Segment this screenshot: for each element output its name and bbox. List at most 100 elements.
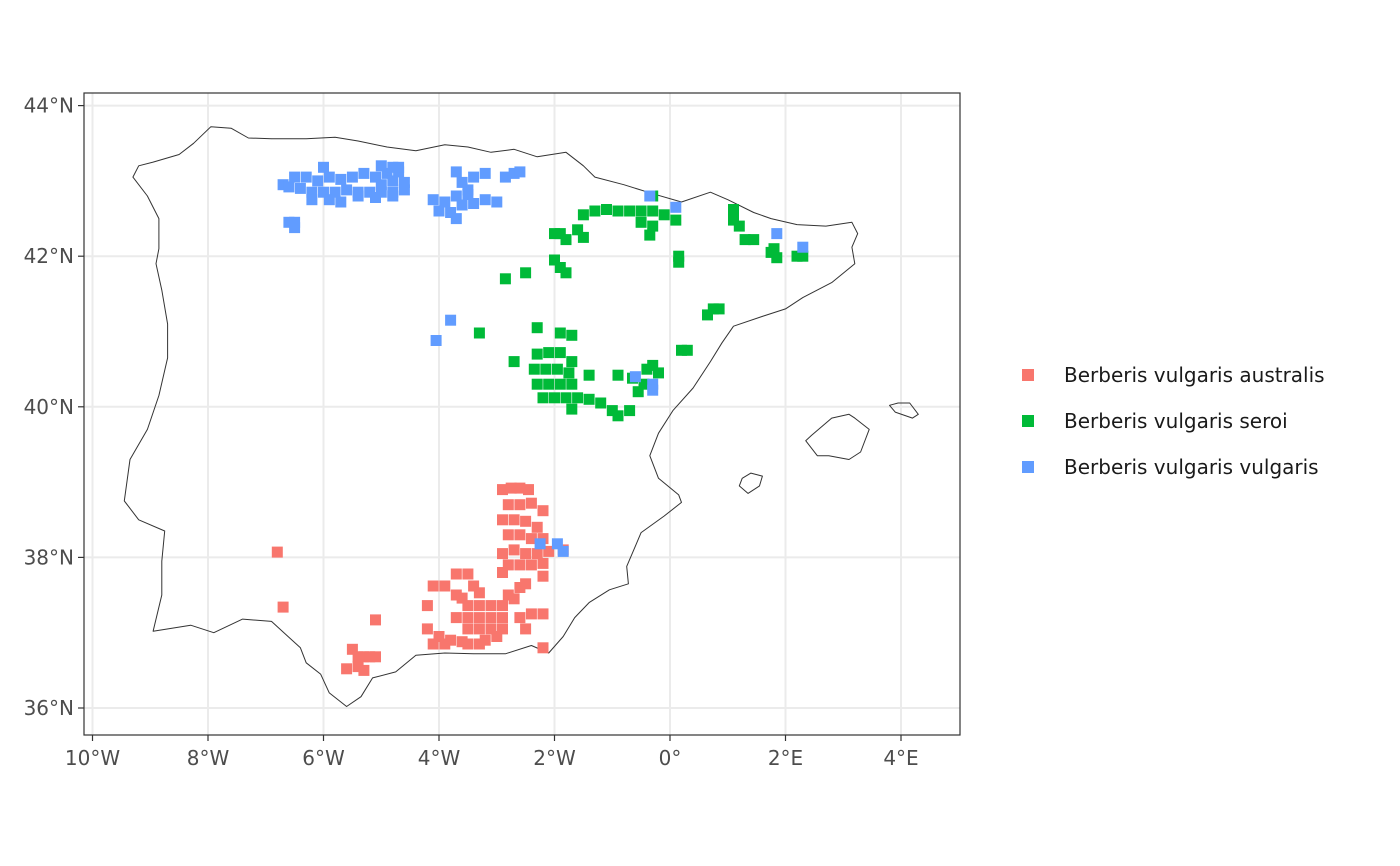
point-seroi: [638, 378, 650, 390]
point-seroi: [707, 303, 719, 315]
point-seroi: [508, 356, 520, 368]
point-seroi: [673, 250, 685, 262]
point-vulgaris: [445, 314, 457, 326]
point-seroi: [572, 392, 584, 404]
point-seroi: [583, 369, 595, 381]
point-seroi: [554, 347, 566, 359]
point-vulgaris: [370, 192, 381, 203]
point-vulgaris: [450, 166, 462, 178]
point-australis: [479, 634, 491, 646]
point-vulgaris: [433, 205, 445, 217]
point-vulgaris: [647, 384, 659, 396]
point-australis: [271, 546, 283, 558]
point-seroi: [566, 356, 578, 368]
point-vulgaris: [398, 176, 410, 188]
point-seroi: [473, 327, 485, 339]
point-seroi: [791, 250, 803, 262]
point-australis: [497, 484, 508, 496]
point-seroi: [635, 216, 647, 228]
point-vulgaris: [306, 194, 318, 206]
point-seroi: [612, 205, 624, 217]
point-seroi: [554, 228, 566, 240]
point-seroi: [647, 220, 659, 232]
point-australis: [450, 612, 462, 624]
point-vulgaris: [430, 335, 442, 346]
panel-background: [84, 93, 960, 735]
point-vulgaris: [346, 171, 358, 183]
point-australis: [473, 600, 485, 612]
point-australis: [485, 612, 497, 624]
point-australis: [508, 514, 520, 526]
point-seroi: [531, 348, 543, 360]
point-australis: [502, 499, 514, 511]
point-australis: [497, 600, 508, 612]
point-australis: [439, 638, 451, 650]
legend-key-seroi: [1022, 415, 1034, 427]
point-australis: [502, 589, 514, 601]
point-australis: [456, 592, 468, 604]
point-australis: [514, 499, 526, 511]
point-australis: [514, 529, 526, 541]
point-seroi: [554, 327, 566, 339]
point-vulgaris: [364, 186, 376, 198]
point-seroi: [797, 250, 809, 262]
x-tick-label: 4°W: [418, 746, 461, 770]
point-seroi: [543, 347, 555, 359]
point-seroi: [543, 378, 555, 390]
point-seroi: [560, 267, 572, 279]
point-australis: [485, 600, 497, 612]
point-australis: [520, 578, 532, 590]
point-vulgaris: [551, 538, 563, 550]
point-australis: [473, 587, 485, 599]
point-vulgaris: [318, 186, 329, 198]
menorca-outline: [889, 402, 919, 419]
point-vulgaris: [370, 171, 381, 183]
point-australis: [525, 533, 537, 545]
point-vulgaris: [439, 196, 451, 208]
point-australis: [370, 651, 381, 663]
x-tick-label: 2°E: [768, 746, 803, 770]
point-seroi: [549, 392, 560, 404]
point-vulgaris: [381, 167, 393, 179]
point-australis: [352, 661, 364, 673]
point-vulgaris: [358, 167, 370, 179]
point-australis: [358, 664, 370, 676]
point-seroi: [520, 267, 532, 279]
point-vulgaris: [670, 201, 682, 213]
point-vulgaris: [629, 371, 641, 383]
point-seroi: [676, 344, 687, 356]
point-australis: [525, 608, 537, 620]
point-vulgaris: [375, 179, 387, 191]
point-vulgaris: [341, 184, 353, 196]
point-australis: [543, 545, 555, 557]
point-vulgaris: [479, 167, 491, 179]
point-australis: [358, 651, 370, 663]
iberian-peninsula-outline: [123, 126, 859, 707]
point-vulgaris: [450, 190, 462, 202]
point-seroi: [632, 386, 644, 398]
point-seroi: [560, 234, 572, 246]
point-vulgaris: [352, 190, 364, 202]
point-australis: [508, 544, 520, 556]
axes: 10°W 8°W 6°W 4°W 2°W 0° 2°E 4°E 36°N 38°N 40°N 42°N…: [24, 94, 919, 770]
point-australis: [520, 623, 532, 635]
point-australis: [520, 548, 532, 560]
point-vulgaris: [335, 173, 347, 185]
point-vulgaris: [283, 216, 295, 228]
point-vulgaris: [387, 190, 399, 202]
point-australis: [497, 548, 508, 560]
point-seroi: [537, 392, 549, 404]
point-seroi: [554, 378, 566, 390]
point-australis: [473, 638, 485, 650]
point-vulgaris: [468, 198, 480, 209]
point-vulgaris: [427, 194, 439, 206]
mallorca-outline: [805, 413, 870, 460]
point-vulgaris: [468, 171, 480, 183]
point-australis: [370, 614, 381, 626]
point-seroi: [595, 397, 607, 409]
x-tick-label: 0°: [659, 746, 682, 770]
point-vulgaris: [479, 194, 491, 206]
point-australis: [537, 608, 549, 620]
point-australis: [468, 580, 480, 592]
